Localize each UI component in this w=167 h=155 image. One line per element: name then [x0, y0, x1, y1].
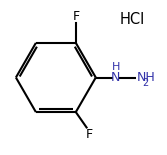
Text: H: H — [112, 62, 121, 72]
Text: N: N — [111, 71, 120, 84]
Text: 2: 2 — [142, 78, 148, 88]
Text: F: F — [72, 9, 79, 22]
Text: HCl: HCl — [120, 12, 145, 27]
Text: F: F — [85, 128, 93, 141]
Text: NH: NH — [136, 71, 155, 84]
